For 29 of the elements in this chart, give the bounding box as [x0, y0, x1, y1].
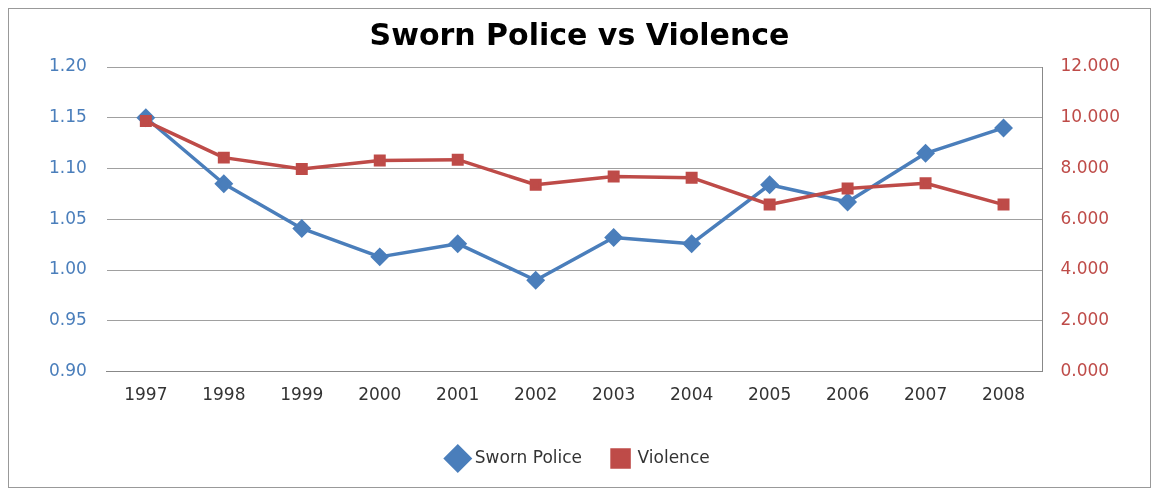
x-tick-label: 2002 — [514, 384, 558, 405]
y2-tick-label: 2.000 — [1060, 309, 1110, 330]
y-tick-label: 0.90 — [48, 360, 87, 381]
y2-tick-label: 6.000 — [1060, 207, 1110, 228]
x-tick-label: 2003 — [592, 384, 636, 405]
y2-tick-label: 8.000 — [1060, 156, 1110, 177]
chart-title: Sworn Police vs Violence — [369, 16, 790, 52]
x-tick-label: 2006 — [825, 384, 870, 405]
y-tick-label: 1.15 — [48, 106, 87, 127]
x-tick-label: 1998 — [202, 384, 246, 405]
y-tick-label: 0.95 — [48, 309, 87, 330]
y2-tick-label: 12.000 — [1060, 55, 1120, 76]
x-tick-label: 2001 — [436, 384, 480, 405]
y-tick-label: 1.20 — [48, 55, 87, 76]
x-tick-label: 2000 — [358, 384, 402, 405]
x-tick-label: 2007 — [903, 384, 948, 405]
y-tick-label: 1.00 — [48, 258, 87, 279]
y-tick-label: 1.10 — [48, 156, 87, 177]
x-tick-label: 1999 — [280, 384, 324, 405]
x-tick-label: 1997 — [124, 384, 168, 405]
y-tick-label: 1.05 — [48, 207, 87, 228]
x-tick-label: 2008 — [981, 384, 1026, 405]
legend-label: Violence — [637, 446, 710, 467]
x-tick-label: 2005 — [747, 384, 792, 405]
y2-tick-label: 10.000 — [1060, 106, 1120, 127]
y2-tick-label: 0.000 — [1060, 360, 1110, 381]
y2-tick-label: 4.000 — [1060, 258, 1110, 279]
x-tick-label: 2004 — [670, 384, 714, 405]
legend-label: Sworn Police — [474, 446, 583, 467]
